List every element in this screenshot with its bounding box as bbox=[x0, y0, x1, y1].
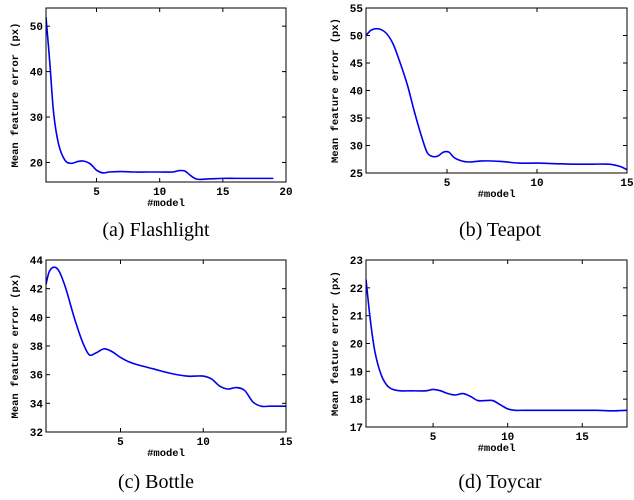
x-tick-label: 10 bbox=[501, 432, 514, 444]
subplot-2: 5 10 15 25 30 35 40 45 50 55 #model Mean feature er… bbox=[330, 4, 634, 241]
x-axis-label: #model bbox=[478, 189, 516, 201]
y-tick-label: 50 bbox=[30, 22, 43, 34]
x-tick-label: 15 bbox=[576, 432, 590, 444]
y-axis-label: Mean feature error (px) bbox=[330, 18, 342, 163]
series-line bbox=[46, 266, 286, 408]
y-tick-label: 32 bbox=[30, 428, 43, 440]
x-tick-label: 10 bbox=[197, 437, 210, 449]
y-tick-label: 35 bbox=[350, 114, 364, 126]
x-tick-label: 15 bbox=[216, 187, 230, 199]
series-line bbox=[366, 27, 627, 171]
series-line bbox=[46, 17, 274, 181]
y-tick-label: 30 bbox=[30, 113, 43, 125]
y-axis-label: Mean feature error (px) bbox=[10, 274, 22, 419]
axes-frame bbox=[45, 259, 287, 433]
y-tick-label: 17 bbox=[350, 423, 363, 435]
x-tick-label: 15 bbox=[279, 437, 293, 449]
x-axis-label: #model bbox=[147, 198, 185, 210]
x-tick-label: 5 bbox=[93, 187, 100, 199]
series-line bbox=[366, 279, 627, 412]
y-tick-label: 19 bbox=[350, 367, 363, 379]
subplot-caption: (d) Toycar bbox=[458, 471, 542, 493]
y-tick-label: 20 bbox=[30, 158, 43, 170]
y-tick-label: 40 bbox=[30, 68, 43, 80]
subplot-caption: (a) Flashlight bbox=[102, 219, 210, 241]
y-tick-label: 25 bbox=[350, 169, 364, 181]
axes-frame bbox=[365, 7, 628, 174]
subplot-1: 5 10 15 20 20 30 40 50 #model Mean feature error … bbox=[10, 7, 293, 241]
y-tick-label: 34 bbox=[30, 399, 44, 411]
x-tick-label: 15 bbox=[620, 178, 634, 190]
y-tick-label: 20 bbox=[350, 340, 363, 352]
y-tick-label: 44 bbox=[30, 256, 44, 268]
subplot-3: 5 10 15 32 34 36 38 40 42 44 #model Mean feature er… bbox=[10, 256, 293, 493]
axes-frame bbox=[45, 7, 287, 183]
x-axis-label: #model bbox=[147, 448, 185, 460]
subplot-caption: (c) Bottle bbox=[118, 471, 194, 493]
y-axis-label: Mean feature error (px) bbox=[330, 271, 342, 416]
y-tick-label: 40 bbox=[350, 87, 363, 99]
y-tick-label: 42 bbox=[30, 285, 43, 297]
x-tick-label: 10 bbox=[153, 187, 166, 199]
y-tick-label: 18 bbox=[350, 395, 364, 407]
axes-frame bbox=[365, 259, 628, 428]
x-tick-label: 20 bbox=[279, 187, 292, 199]
subplot-caption: (b) Teapot bbox=[459, 219, 542, 241]
x-axis-label: #model bbox=[478, 443, 516, 455]
y-axis-label: Mean feature error (px) bbox=[10, 23, 22, 168]
y-tick-label: 40 bbox=[30, 313, 43, 325]
y-tick-label: 50 bbox=[350, 32, 363, 44]
y-tick-label: 22 bbox=[350, 284, 363, 296]
x-tick-label: 10 bbox=[530, 178, 543, 190]
y-tick-label: 30 bbox=[350, 142, 363, 154]
y-tick-label: 45 bbox=[350, 59, 364, 71]
x-tick-label: 5 bbox=[444, 178, 451, 190]
y-tick-label: 23 bbox=[350, 256, 364, 268]
y-tick-label: 36 bbox=[30, 371, 43, 383]
subplot-4: 5 10 15 17 18 19 20 21 22 23 #model Mean feature er… bbox=[330, 256, 628, 493]
x-tick-label: 5 bbox=[430, 432, 437, 444]
x-tick-label: 5 bbox=[117, 437, 124, 449]
y-tick-label: 38 bbox=[30, 342, 44, 354]
y-tick-label: 21 bbox=[350, 312, 364, 324]
y-tick-label: 55 bbox=[350, 4, 364, 16]
